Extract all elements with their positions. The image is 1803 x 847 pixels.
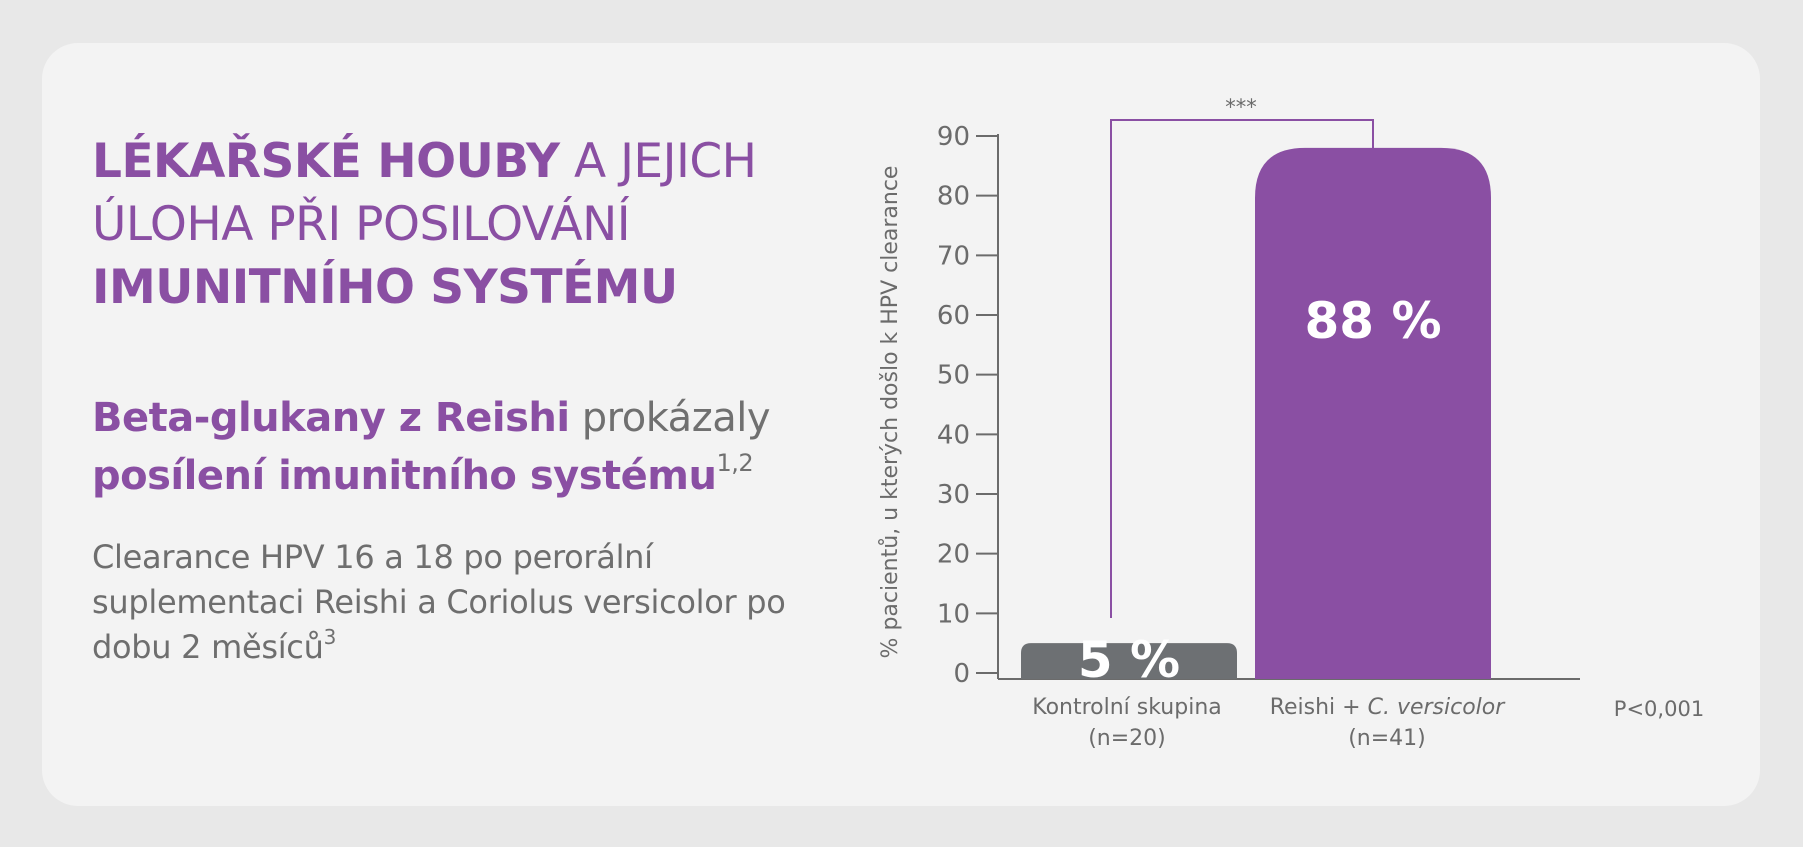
y-tick-label: 40: [937, 420, 970, 450]
description-footnote-ref: 3: [323, 625, 337, 649]
category-label-reishi-species: C. versicolor: [1368, 695, 1507, 720]
y-tick-label: 10: [937, 599, 970, 629]
svg-text:Reishi + C. versicolor: Reishi + C. versicolor: [1270, 695, 1507, 720]
headline-regular: A JEJICH ÚLOHA PŘI POSILOVÁNÍ: [92, 134, 757, 252]
data-label-reishi: 88 %: [1304, 292, 1441, 350]
subhead-bold-2: posílení imunitního systému: [92, 453, 717, 499]
y-tick-label: 80: [937, 182, 970, 212]
y-axis-label: % pacientů, u kterých došlo k HPV cleara…: [878, 166, 903, 659]
subheadline: Beta-glukany z Reishi prokázaly posílení…: [92, 389, 812, 505]
headline-bold-1: LÉKAŘSKÉ HOUBY: [92, 134, 560, 189]
category-label-control-n: (n=20): [1088, 726, 1166, 751]
category-label-reishi: Reishi + C. versicolor (n=41): [1270, 695, 1507, 751]
subhead-bold-1: Beta-glukany z Reishi: [92, 395, 570, 441]
description-text: Clearance HPV 16 a 18 po perorální suple…: [92, 538, 786, 666]
category-label-reishi-n: (n=41): [1348, 726, 1426, 751]
y-tick-label: 20: [937, 540, 970, 570]
y-tick-label: 0: [953, 659, 970, 689]
y-axis: 0 10 20 30 40 50 60 70 80 90: [937, 122, 998, 689]
data-label-control: 5 %: [1078, 631, 1180, 689]
bar-reishi: [1255, 147, 1491, 679]
subhead-footnote-ref: 1,2: [716, 449, 754, 477]
bars: 5 % 88 %: [1021, 147, 1491, 689]
y-tick-label: 60: [937, 301, 970, 331]
headline-bold-2: IMUNITNÍHO SYSTÉMU: [92, 260, 678, 315]
headline: LÉKAŘSKÉ HOUBY A JEJICH ÚLOHA PŘI POSILO…: [92, 130, 812, 319]
significance-marker: ***: [1225, 95, 1257, 119]
bar-control: [1021, 643, 1237, 679]
y-tick-label: 50: [937, 361, 970, 391]
subhead-regular: prokázaly: [569, 395, 771, 441]
description: Clearance HPV 16 a 18 po perorální suple…: [92, 535, 812, 670]
y-tick-label: 30: [937, 480, 970, 510]
p-value-label: P<0,001: [1614, 697, 1704, 721]
category-label-control: Kontrolní skupina (n=20): [1032, 695, 1222, 751]
significance-bracket: [1110, 119, 1374, 618]
category-label-reishi-text: Reishi +: [1270, 695, 1368, 720]
svg-text:Kontrolní skupina: Kontrolní skupina: [1032, 695, 1222, 720]
text-panel: LÉKAŘSKÉ HOUBY A JEJICH ÚLOHA PŘI POSILO…: [92, 130, 812, 670]
category-label-control-text: Kontrolní skupina: [1032, 695, 1222, 720]
y-tick-label: 70: [937, 241, 970, 271]
y-tick-label: 90: [937, 122, 970, 152]
